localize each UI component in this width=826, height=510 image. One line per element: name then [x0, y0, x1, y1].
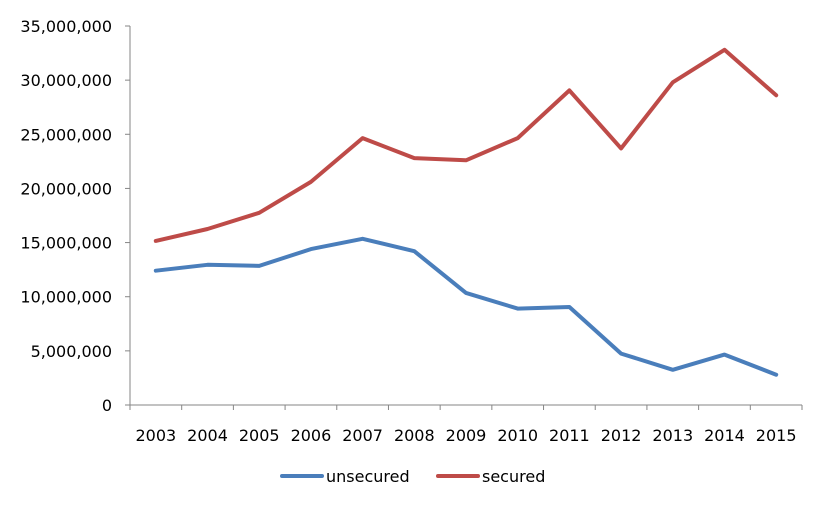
x-tick-label: 2012 — [601, 426, 642, 445]
y-tick-label: 5,000,000 — [31, 342, 112, 361]
x-tick-label: 2011 — [549, 426, 590, 445]
x-tick-label: 2007 — [342, 426, 383, 445]
x-tick-label: 2009 — [446, 426, 487, 445]
y-axis: 0 5,000,000 10,000,000 15,000,000 20,000,000… — [20, 17, 131, 415]
legend: unsecured secured — [280, 467, 545, 486]
series-line-secured — [153, 47, 779, 243]
legend-label-unsecured: unsecured — [326, 467, 410, 486]
y-tick-label: 15,000,000 — [20, 234, 112, 253]
y-tick-label: 30,000,000 — [20, 71, 112, 90]
y-tick-label: 20,000,000 — [20, 179, 112, 198]
x-tick-label: 2003 — [135, 426, 176, 445]
x-tick-label: 2013 — [652, 426, 693, 445]
x-tick-label: 2014 — [704, 426, 745, 445]
series-line-unsecured — [153, 236, 779, 377]
series-layer — [153, 47, 779, 377]
x-tick-label: 2010 — [497, 426, 538, 445]
x-tick-label: 2004 — [187, 426, 228, 445]
x-tick-label: 2015 — [756, 426, 797, 445]
y-tick-label: 0 — [102, 396, 112, 415]
y-tick-label: 10,000,000 — [20, 288, 112, 307]
legend-label-secured: secured — [482, 467, 545, 486]
y-tick-label: 25,000,000 — [20, 125, 112, 144]
y-tick-label: 35,000,000 — [20, 17, 112, 36]
x-tick-label: 2006 — [291, 426, 332, 445]
x-tick-label: 2008 — [394, 426, 435, 445]
x-axis: 2003 2004 2005 2006 2007 2008 2009 2010 2011 2012… — [129, 404, 803, 445]
x-tick-label: 2005 — [239, 426, 280, 445]
